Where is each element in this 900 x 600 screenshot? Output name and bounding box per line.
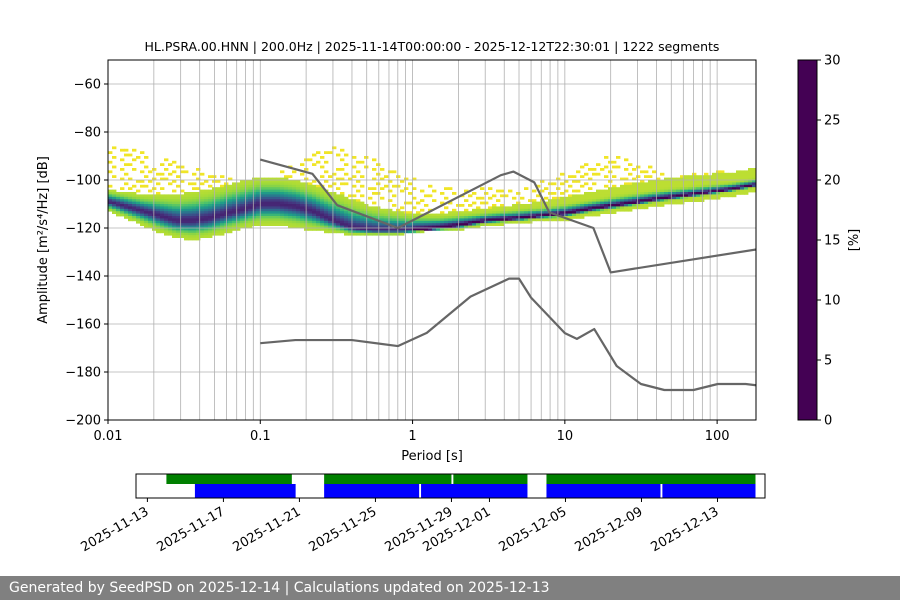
- colorbar-tick-label: 10: [824, 294, 841, 309]
- x-tick-label: 100: [705, 429, 730, 444]
- colorbar-tick-label: 25: [824, 114, 841, 129]
- coverage-data-segment: [546, 474, 756, 484]
- x-tick-label: 0.01: [94, 429, 123, 444]
- grid-lines: [107, 60, 756, 421]
- coverage-frame: [135, 473, 766, 499]
- coverage-processed-segment: [194, 484, 296, 498]
- x-tick-label: 10: [557, 429, 574, 444]
- coverage-processed-segment: [546, 484, 661, 498]
- coverage-data-segment: [324, 474, 452, 484]
- x-axis-ticks: 0.01 0.1 1 10 100: [94, 420, 730, 444]
- coverage-date-label: 2025-11-13: [78, 504, 151, 555]
- coverage-data-segment: [166, 474, 292, 484]
- y-tick-label: −160: [65, 318, 101, 333]
- y-tick-label: −100: [65, 174, 101, 189]
- coverage-date-label: 2025-11-21: [230, 504, 303, 555]
- coverage-date-label: 2025-11-25: [306, 504, 379, 555]
- chart-title: HL.PSRA.00.HNN | 200.0Hz | 2025-11-14T00…: [145, 39, 720, 54]
- coverage-processed-segment: [421, 484, 528, 498]
- colorbar-ticks: 0 5 10 15 20 25 30: [817, 54, 841, 429]
- psd-chart: HL.PSRA.00.HNN | 200.0Hz | 2025-11-14T00…: [36, 39, 862, 555]
- colorbar-tick-label: 15: [824, 234, 841, 249]
- colorbar-tick-label: 0: [824, 414, 832, 429]
- coverage-date-label: 2025-12-09: [573, 504, 646, 555]
- y-tick-label: −140: [65, 270, 101, 285]
- colorbar: [797, 59, 818, 421]
- coverage-processed-segment: [324, 484, 420, 498]
- x-tick-label: 1: [408, 429, 416, 444]
- y-tick-label: −200: [65, 414, 101, 429]
- coverage-data-segment: [453, 474, 528, 484]
- footer-text: Generated by SeedPSD on 2025-12-14 | Cal…: [9, 580, 550, 596]
- plot-background: [108, 60, 756, 420]
- colorbar-label: [%]: [847, 229, 862, 252]
- noise-models: [259, 158, 756, 392]
- x-tick-label: 0.1: [250, 429, 271, 444]
- noise-model-nhnm: [259, 158, 756, 274]
- colorbar-tick-label: 5: [824, 354, 832, 369]
- plot-frame: [107, 59, 757, 421]
- noise-model-nlnm: [260, 277, 756, 392]
- footer-bar: Generated by SeedPSD on 2025-12-14 | Cal…: [0, 576, 900, 600]
- y-tick-label: −60: [74, 78, 101, 93]
- y-axis-ticks: −60 −80 −100 −120 −140 −160 −180 −200: [65, 78, 108, 429]
- y-tick-label: −180: [65, 366, 101, 381]
- data-coverage-bar: [166, 474, 756, 498]
- colorbar-tick-label: 30: [824, 54, 841, 69]
- psd-density-heatmap: [108, 146, 756, 241]
- coverage-date-label: 2025-12-13: [649, 504, 722, 555]
- y-axis-label: Amplitude [m²/s⁴/Hz] [dB]: [36, 156, 51, 324]
- coverage-processed-segment: [662, 484, 756, 498]
- y-tick-label: −80: [74, 126, 101, 141]
- colorbar-tick-label: 20: [824, 174, 841, 189]
- x-axis-label: Period [s]: [401, 449, 463, 464]
- coverage-date-label: 2025-12-05: [497, 504, 570, 555]
- coverage-date-label: 2025-11-17: [154, 504, 227, 555]
- coverage-date-ticks: 2025-11-13 2025-11-17 2025-11-21 2025-11-25…: [78, 498, 721, 555]
- y-tick-label: −120: [65, 222, 101, 237]
